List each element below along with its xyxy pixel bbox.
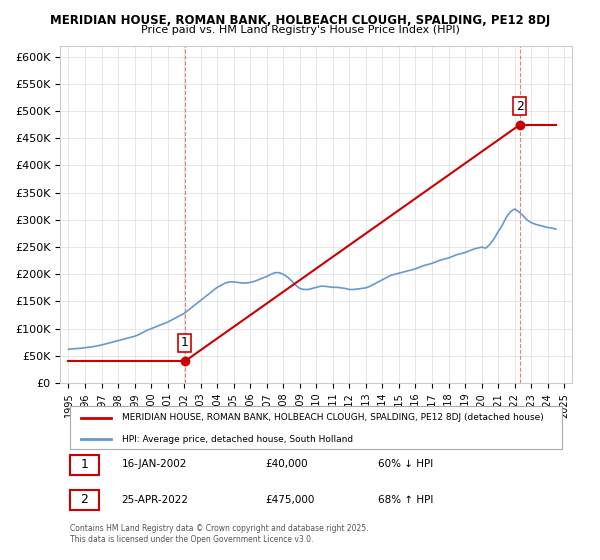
Text: 68% ↑ HPI: 68% ↑ HPI: [378, 494, 433, 505]
Text: 1: 1: [181, 337, 189, 349]
Text: MERIDIAN HOUSE, ROMAN BANK, HOLBEACH CLOUGH, SPALDING, PE12 8DJ (detached house): MERIDIAN HOUSE, ROMAN BANK, HOLBEACH CLO…: [122, 413, 544, 422]
Text: 2: 2: [516, 100, 524, 113]
Text: 1: 1: [80, 458, 88, 471]
Bar: [70, 455, 98, 475]
Text: 60% ↓ HPI: 60% ↓ HPI: [378, 459, 433, 469]
Text: Contains HM Land Registry data © Crown copyright and database right 2025.
This d: Contains HM Land Registry data © Crown c…: [70, 524, 369, 544]
Bar: [70, 491, 98, 510]
Text: £475,000: £475,000: [265, 494, 314, 505]
Bar: [70, 406, 562, 449]
Text: £40,000: £40,000: [265, 459, 308, 469]
Text: MERIDIAN HOUSE, ROMAN BANK, HOLBEACH CLOUGH, SPALDING, PE12 8DJ: MERIDIAN HOUSE, ROMAN BANK, HOLBEACH CLO…: [50, 14, 550, 27]
Text: 16-JAN-2002: 16-JAN-2002: [122, 459, 187, 469]
Text: 25-APR-2022: 25-APR-2022: [122, 494, 188, 505]
Text: Price paid vs. HM Land Registry's House Price Index (HPI): Price paid vs. HM Land Registry's House …: [140, 25, 460, 35]
Text: HPI: Average price, detached house, South Holland: HPI: Average price, detached house, Sout…: [122, 435, 353, 444]
Text: 2: 2: [80, 493, 88, 506]
